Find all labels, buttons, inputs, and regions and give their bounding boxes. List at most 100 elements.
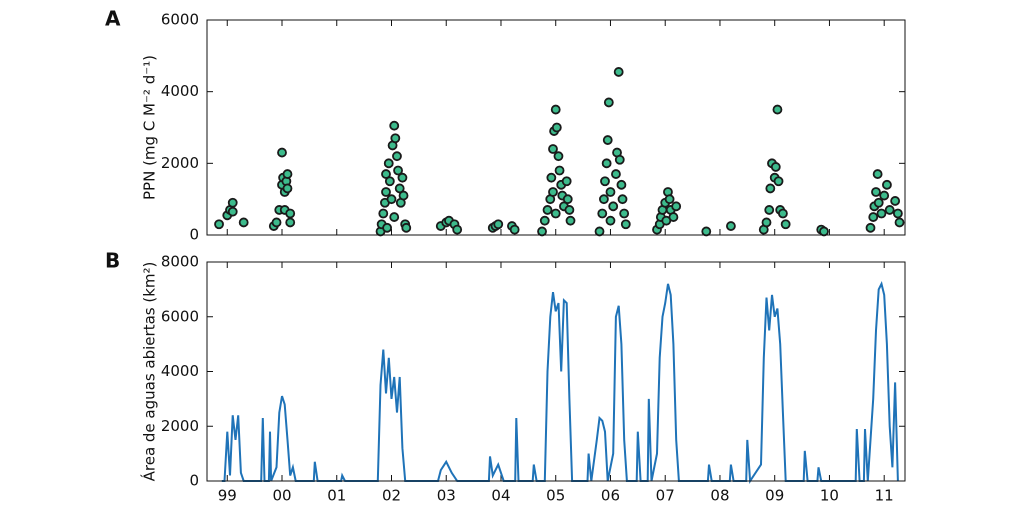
point: [778, 208, 788, 219]
y-tick-label: 0: [189, 472, 199, 490]
line: [221, 281, 899, 485]
x-tick-label: 02: [382, 487, 401, 505]
point: [868, 212, 879, 222]
point: [601, 158, 612, 169]
x-tick-label: 10: [820, 487, 839, 505]
point: [398, 190, 409, 201]
point: [605, 215, 616, 226]
point: [551, 122, 562, 133]
point: [277, 147, 287, 158]
point: [553, 151, 564, 162]
point: [671, 201, 682, 212]
point: [890, 196, 901, 206]
point: [285, 208, 296, 219]
point: [780, 219, 791, 230]
y-tick-label: 4000: [161, 82, 199, 100]
point: [605, 187, 616, 197]
point: [726, 221, 736, 231]
x-tick-label: 08: [710, 487, 729, 505]
point: [617, 194, 628, 205]
point: [603, 97, 614, 108]
point: [539, 215, 550, 226]
point: [401, 222, 412, 233]
point: [664, 194, 675, 205]
x-tick-label: 04: [491, 487, 510, 505]
point: [819, 226, 829, 237]
point: [597, 208, 608, 219]
point: [550, 208, 561, 219]
x-tick-label: 00: [272, 487, 291, 505]
plot-frame: [206, 261, 906, 482]
point: [381, 169, 391, 179]
point: [620, 219, 631, 230]
point: [892, 208, 903, 219]
point: [227, 197, 238, 208]
x-tick-label: 09: [765, 487, 784, 505]
y-axis-label: PPN (mg C M⁻² d⁻¹): [141, 55, 159, 200]
y-tick-label: 0: [189, 226, 199, 244]
point: [661, 215, 672, 226]
point: [554, 165, 565, 176]
point: [602, 135, 613, 145]
point: [282, 169, 293, 179]
point: [772, 104, 783, 115]
point: [611, 169, 621, 179]
point: [509, 224, 520, 235]
point: [876, 208, 887, 219]
point: [383, 158, 394, 169]
point: [594, 226, 605, 237]
point: [550, 104, 561, 115]
x-tick-label: 07: [656, 487, 675, 505]
x-tick-label: 03: [437, 487, 456, 505]
point: [537, 226, 547, 237]
point: [394, 183, 405, 194]
y-tick-label: 2000: [161, 154, 199, 172]
point: [397, 172, 408, 183]
point: [452, 224, 463, 235]
point: [871, 187, 881, 197]
point: [770, 162, 781, 172]
y-tick-label: 8000: [161, 253, 199, 271]
point: [393, 165, 403, 176]
point: [614, 154, 625, 165]
point: [390, 133, 401, 144]
point: [389, 212, 400, 222]
y-axis-label: Área de aguas abiertas (km²): [140, 262, 159, 482]
point: [227, 206, 238, 217]
point: [613, 67, 624, 77]
point: [765, 183, 776, 194]
x-tick-label: 05: [546, 487, 565, 505]
x-tick-label: 99: [218, 487, 237, 505]
y-tick-label: 6000: [161, 11, 199, 29]
plot-frame: [206, 19, 906, 236]
point: [865, 222, 876, 233]
point: [565, 215, 576, 226]
point: [616, 179, 627, 190]
point: [548, 187, 558, 197]
point: [600, 176, 610, 187]
point: [238, 217, 249, 228]
point: [608, 201, 619, 212]
point: [378, 208, 389, 219]
point: [761, 217, 772, 228]
point: [773, 176, 784, 187]
point: [599, 194, 609, 205]
point: [872, 169, 883, 179]
point: [619, 208, 630, 219]
point: [561, 176, 572, 187]
y-tick-label: 6000: [161, 307, 199, 325]
y-tick-label: 4000: [161, 362, 199, 380]
point: [214, 219, 224, 230]
point: [546, 172, 557, 183]
point: [381, 187, 391, 197]
panel-label: B: [105, 249, 120, 273]
point: [562, 194, 573, 205]
point: [764, 205, 775, 215]
point: [271, 217, 282, 228]
point: [701, 226, 712, 237]
point: [542, 205, 553, 215]
point: [386, 194, 397, 205]
point: [392, 151, 402, 162]
point: [564, 205, 575, 215]
